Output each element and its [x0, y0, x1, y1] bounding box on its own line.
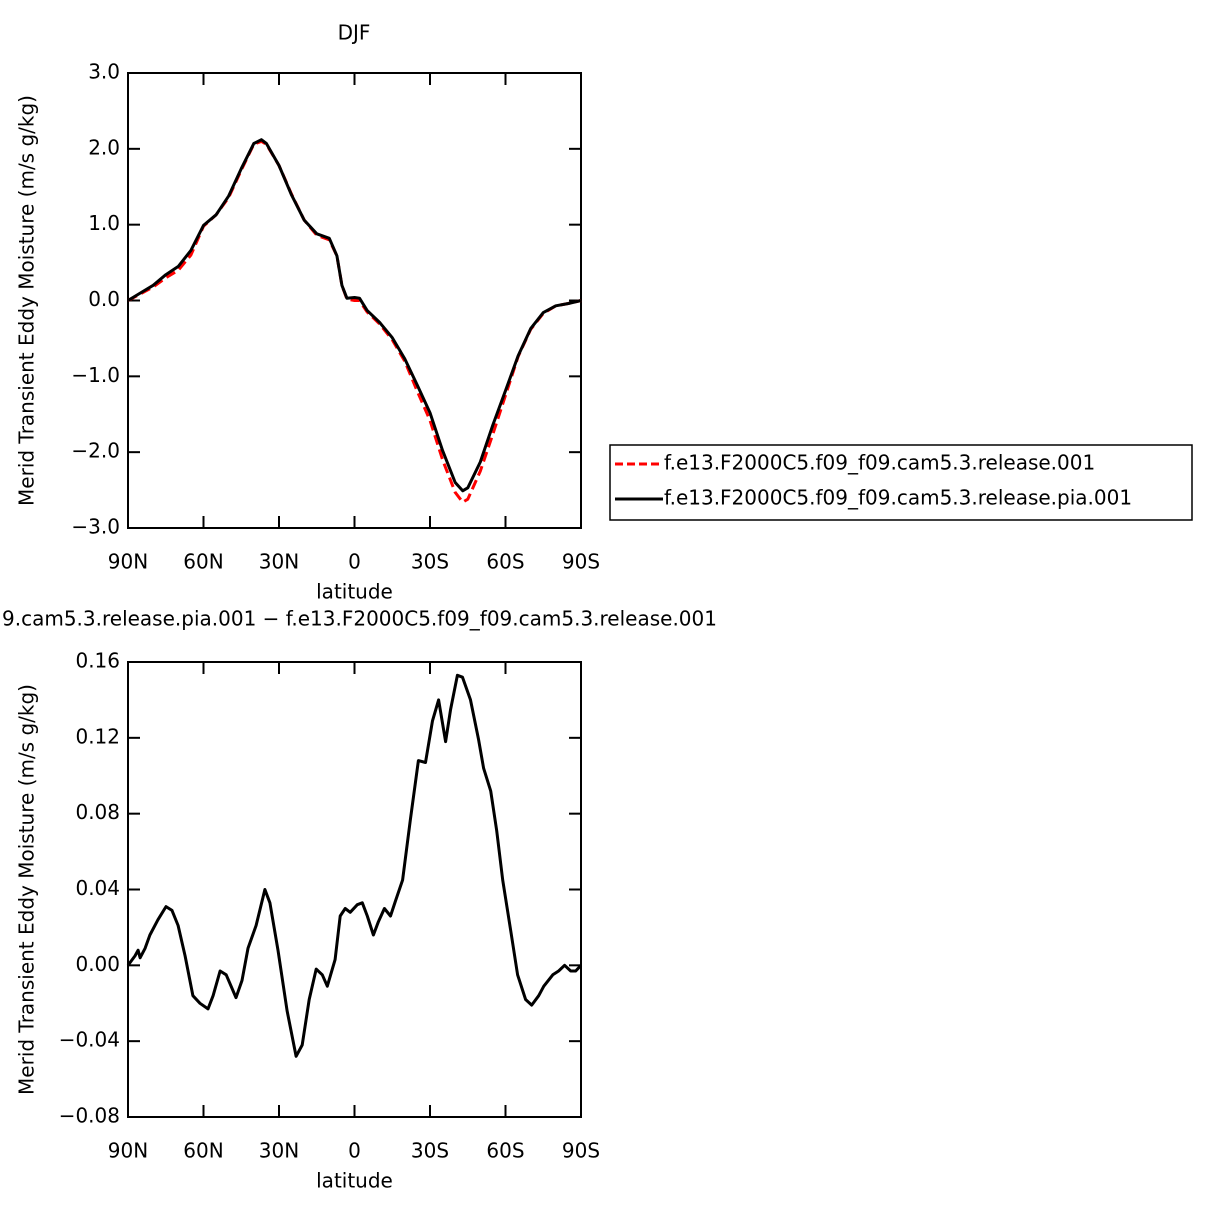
x-tick-label: 90S	[562, 550, 600, 574]
y-tick-label: −1.0	[71, 363, 120, 387]
y-tick-label: −0.04	[59, 1028, 120, 1052]
y-tick-label: 0.12	[75, 724, 120, 748]
x-tick-label: 90N	[108, 550, 148, 574]
x-tick-label: 60S	[486, 1139, 524, 1163]
x-tick-label: 60S	[486, 550, 524, 574]
x-tick-label: 90N	[108, 1139, 148, 1163]
data-line	[126, 673, 583, 1058]
x-tick-label: 30S	[411, 1139, 449, 1163]
chart-title: DJF	[338, 21, 371, 45]
y-tick-label: −3.0	[71, 515, 120, 539]
y-tick-label: −2.0	[71, 439, 120, 463]
x-tick-label: 0	[348, 550, 361, 574]
y-tick-label: 0.16	[75, 649, 120, 673]
x-tick-label: 30S	[411, 550, 449, 574]
x-tick-label: 30N	[259, 1139, 299, 1163]
chart-title: 9.cam5.3.release.pia.001 − f.e13.F2000C5…	[2, 607, 717, 631]
y-tick-label: 1.0	[88, 211, 120, 235]
legend-box	[609, 444, 1193, 521]
y-tick-label: 0.0	[88, 287, 120, 311]
data-line	[127, 138, 582, 493]
x-tick-label: 0	[348, 1139, 361, 1163]
x-tick-label: 60N	[183, 550, 223, 574]
y-axis-label: Merid Transient Eddy Moisture (m/s g/kg)	[15, 95, 39, 506]
y-axis-label: Merid Transient Eddy Moisture (m/s g/kg)	[15, 684, 39, 1095]
y-tick-label: 3.0	[88, 60, 120, 84]
x-tick-label: 60N	[183, 1139, 223, 1163]
x-axis-label: latitude	[316, 1169, 393, 1193]
y-tick-label: 0.08	[75, 800, 120, 824]
y-tick-label: 0.04	[75, 876, 120, 900]
legend-label: f.e13.F2000C5.f09_f09.cam5.3.release.001	[664, 451, 1095, 475]
y-tick-label: −0.08	[59, 1104, 120, 1128]
x-tick-label: 90S	[562, 1139, 600, 1163]
legend-label: f.e13.F2000C5.f09_f09.cam5.3.release.pia…	[664, 486, 1132, 510]
plot-frame	[127, 661, 582, 1118]
y-tick-label: 0.00	[75, 952, 120, 976]
x-axis-label: latitude	[316, 580, 393, 604]
y-tick-label: 2.0	[88, 135, 120, 159]
x-tick-label: 30N	[259, 550, 299, 574]
data-line	[127, 139, 582, 504]
